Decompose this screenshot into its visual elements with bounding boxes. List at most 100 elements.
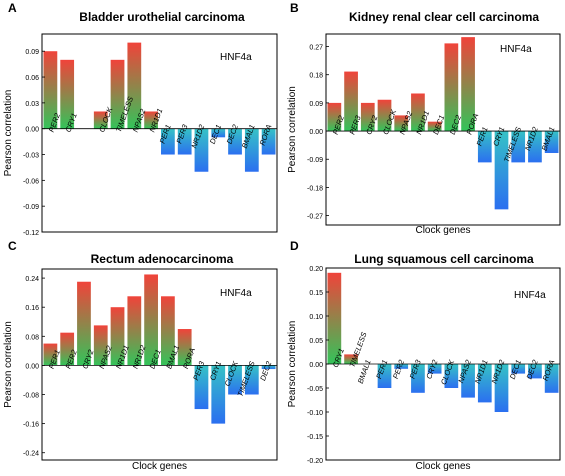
bar-npas2 — [394, 115, 409, 132]
y-axis-label: Pearson correlation — [3, 90, 14, 177]
y-tick-label: 0.08 — [25, 334, 39, 341]
y-tick-label: -0.08 — [23, 393, 39, 400]
panel-letter: B — [290, 1, 299, 15]
plot-frame — [325, 33, 561, 226]
bar-nr1d1 — [110, 307, 125, 366]
y-tick-label: -0.18 — [307, 185, 323, 192]
bar-per2 — [327, 102, 342, 132]
y-tick-label: -0.15 — [307, 434, 323, 441]
y-tick-label: 0.00 — [309, 362, 323, 369]
bar-cry2 — [77, 281, 91, 366]
bar-dec2 — [228, 128, 242, 155]
chart-title: Kidney renal clear cell carcinoma — [349, 10, 539, 24]
y-tick-label: -0.03 — [23, 153, 39, 160]
bar-nr1d2 — [528, 131, 542, 163]
bar-nr1d2 — [127, 296, 142, 366]
bar-cry1 — [60, 59, 75, 129]
bar-cry1 — [211, 365, 226, 424]
gene-annotation: HNF4a — [500, 44, 532, 55]
x-axis-label: Clock genes — [415, 461, 470, 472]
category-label-dec2: DEC2 — [258, 359, 274, 382]
bar-dec1 — [511, 364, 526, 374]
bar-per2 — [60, 332, 75, 366]
bar-rora — [461, 37, 475, 132]
y-tick-label: 0.15 — [309, 290, 323, 297]
panel-letter: A — [8, 1, 17, 15]
y-tick-label: -0.27 — [307, 214, 323, 221]
y-axis-label: Pearson correlation — [287, 321, 298, 408]
bar-bmal1 — [544, 131, 559, 153]
bar-timeless — [110, 59, 125, 129]
y-tick-label: -0.09 — [307, 157, 323, 164]
bar-nr1d1 — [144, 111, 158, 129]
chart-title: Lung squamous cell carcinoma — [354, 252, 534, 266]
bar-per3 — [411, 364, 425, 393]
y-tick-label: 0.00 — [309, 129, 323, 136]
category-label-bmal1: BMAL1 — [356, 359, 373, 385]
bar-rora — [261, 128, 276, 155]
bar-nr1d2 — [494, 364, 509, 412]
bar-clock — [444, 364, 459, 388]
bar-per2 — [43, 51, 58, 129]
gene-annotation: HNF4a — [220, 288, 252, 299]
bar-per1 — [377, 364, 392, 388]
chart-panel-a: A Bladder urothelial carcinoma HNF4a Pearso… — [3, 1, 278, 237]
y-tick-label: -0.09 — [23, 204, 39, 211]
bar-per1 — [477, 131, 492, 163]
y-tick-label: 0.27 — [309, 45, 323, 52]
bar-dec2 — [528, 364, 542, 379]
chart-panel-d: D Lung squamous cell carcinoma HNF4a Pearso… — [287, 239, 561, 472]
plot-frame — [41, 268, 278, 461]
bar-dec1 — [427, 121, 442, 132]
bar-cry1 — [327, 272, 342, 364]
category-label-dec1: DEC1 — [431, 114, 446, 136]
bar-dec2 — [261, 365, 276, 370]
plot-frame — [41, 33, 278, 233]
bar-bmal1 — [161, 296, 175, 366]
bar-cry2 — [360, 102, 375, 132]
bar-timeless — [344, 354, 358, 364]
bar-per1 — [161, 128, 175, 155]
bar-dec1 — [211, 128, 226, 138]
bar-per3 — [194, 365, 209, 410]
bar-per3 — [344, 71, 358, 132]
bar-timeless — [511, 131, 526, 163]
bar-cry1 — [494, 131, 509, 210]
bar-dec2 — [444, 43, 459, 132]
y-tick-label: -0.10 — [307, 410, 323, 417]
panel-letter: D — [290, 239, 299, 253]
bar-npas2 — [93, 325, 108, 366]
bar-nr1d1 — [477, 364, 492, 403]
y-tick-label: -0.06 — [23, 178, 39, 185]
bar-nr1d2 — [194, 128, 209, 172]
chart-panel-c: C Rectum adenocarcinoma HNF4a Pearson corre… — [3, 239, 278, 472]
y-tick-label: 0.24 — [25, 276, 39, 283]
bar-dec1 — [144, 274, 158, 366]
bar-bmal1 — [244, 128, 259, 172]
bar-cry2 — [427, 364, 442, 374]
bar-clock — [377, 99, 392, 132]
y-axis-label: Pearson correlation — [287, 86, 298, 173]
y-tick-label: 0.00 — [25, 127, 39, 134]
y-tick-label: 0.10 — [309, 314, 323, 321]
bar-clock — [228, 365, 242, 395]
bar-npas2 — [127, 42, 142, 129]
y-tick-label: 0.16 — [25, 305, 39, 312]
category-label-per2: PER2 — [391, 358, 406, 380]
y-tick-label: 0.18 — [309, 73, 323, 80]
bar-clock — [93, 111, 108, 129]
bar-timeless — [244, 365, 259, 395]
bar-rora — [177, 329, 192, 366]
panel-letter: C — [8, 239, 17, 253]
y-tick-label: 0.06 — [25, 75, 39, 82]
bar-per1 — [43, 343, 58, 366]
y-tick-label: 0.00 — [25, 363, 39, 370]
bar-per2 — [394, 364, 409, 369]
y-tick-label: -0.20 — [307, 458, 323, 465]
chart-title: Bladder urothelial carcinoma — [79, 10, 245, 24]
x-axis-label: Clock genes — [415, 225, 470, 236]
bar-nr1d1 — [411, 93, 425, 132]
y-tick-label: 0.03 — [25, 101, 39, 108]
y-tick-label: 0.09 — [25, 49, 39, 56]
x-axis-label: Clock genes — [132, 461, 187, 472]
